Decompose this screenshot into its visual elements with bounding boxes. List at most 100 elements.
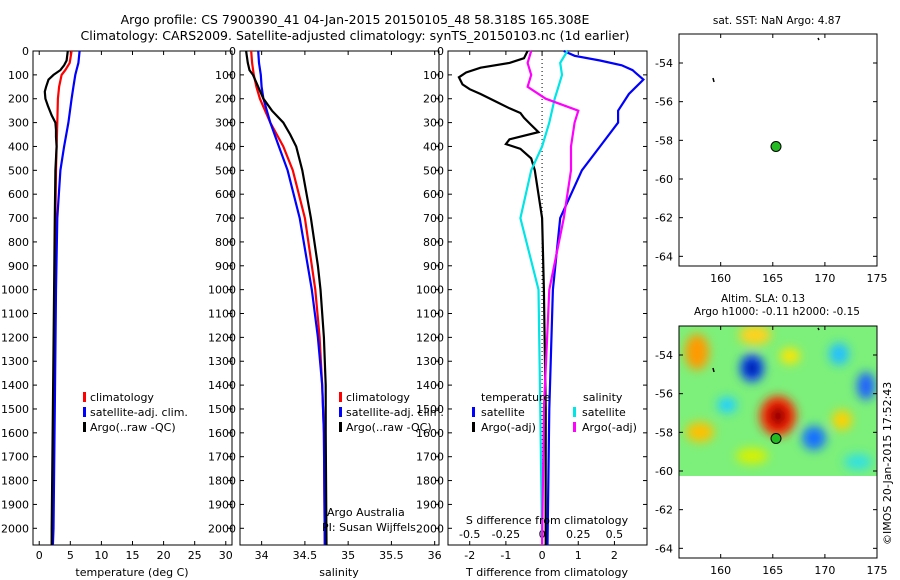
series-line-t-satellite (546, 49, 646, 546)
legend-swatch-argo (83, 422, 86, 432)
x-tick-label: 160 (710, 272, 731, 285)
y-tick-label: 600 (423, 188, 444, 201)
y-tick-label: 1000 (1, 284, 29, 297)
y-tick-label: 1100 (416, 308, 444, 321)
x-tick-label: 34 (255, 549, 269, 562)
sla-map-title: Altim. SLA: 0.13 (721, 293, 805, 305)
x-tick-label: -1 (500, 549, 511, 562)
legend-label: Argo(..raw -QC) (346, 421, 432, 434)
y-tick-label: 900 (423, 260, 444, 273)
y-tick-label: 200 (423, 93, 444, 106)
y-tick-label: 800 (215, 236, 236, 249)
y-tick-label: 400 (215, 140, 236, 153)
y-tick-label: 2000 (1, 522, 29, 535)
y-tick-label: 1200 (1, 331, 29, 344)
y-tick-label: 700 (215, 212, 236, 225)
y-tick-label: 1900 (416, 498, 444, 511)
y-tick-label: 1700 (208, 451, 236, 464)
x2-tick-label: -0.25 (492, 528, 520, 541)
y-tick-label: 600 (215, 188, 236, 201)
y-tick-label: 1000 (416, 284, 444, 297)
temperature-legend: climatology satellite-adj. clim. Argo(..… (83, 391, 188, 434)
x2-tick-label: 0.5 (606, 528, 624, 541)
y-tick-label: 800 (8, 236, 29, 249)
y-tick-label: 800 (423, 236, 444, 249)
coastline-fragment (712, 327, 820, 373)
x-tick-label: 20 (157, 549, 171, 562)
sla-map-panel: Altim. SLA: 0.13 Argo h1000: -0.11 h2000… (655, 293, 887, 577)
difference-x2label: S difference from climatology (466, 514, 629, 527)
y-tick-label: 1700 (1, 451, 29, 464)
annotation-argo-australia: Argo Australia (327, 506, 405, 519)
x-tick-label: -2 (464, 549, 475, 562)
y-tick-label: 1500 (416, 403, 444, 416)
y-tick-label: 1400 (208, 379, 236, 392)
salinity-axes-box (239, 50, 440, 546)
y-tick-label: 0 (437, 45, 444, 58)
sst-map-title: sat. SST: NaN Argo: 4.87 (713, 15, 841, 27)
y-tick-label: -58 (655, 426, 673, 439)
y-tick-label: 500 (8, 164, 29, 177)
legend-swatch-argo (339, 422, 342, 432)
x-tick-label: 36 (428, 549, 442, 562)
y-tick-label: 1600 (1, 427, 29, 440)
header-line1: Argo profile: CS 7900390_41 04-Jan-2015 … (121, 12, 590, 27)
y-tick-label: 200 (8, 93, 29, 106)
x-tick-label: 1 (575, 549, 582, 562)
y-tick-label: 700 (8, 212, 29, 225)
y-tick-label: 1700 (416, 451, 444, 464)
y-tick-label: 300 (8, 117, 29, 130)
x-tick-label: 165 (762, 564, 783, 577)
difference-legend: temperature satellite Argo(-adj) salinit… (472, 391, 637, 434)
legend-swatch-climatology (339, 392, 342, 402)
legend-swatch-s-argo (573, 422, 576, 432)
y-tick-label: 1800 (1, 475, 29, 488)
legend-swatch-s-satellite (573, 407, 576, 417)
x-tick-label: 5 (67, 549, 74, 562)
series-line-argo-raw-qc (43, 50, 69, 545)
y-tick-label: 1800 (416, 475, 444, 488)
credit-text: ©IMOS 20-Jan-2015 17:52:43 (881, 382, 894, 545)
sst-map-box (678, 33, 878, 267)
legend-label: climatology (90, 391, 154, 404)
annotation-pi: PI: Susan Wijffels (322, 521, 416, 534)
x-tick-label: 10 (94, 549, 108, 562)
y-tick-label: 1300 (1, 355, 29, 368)
legend-swatch-t-argo (472, 422, 475, 432)
x-tick-label: 15 (126, 549, 140, 562)
difference-panel: 0100200300400500600700800900100011001200… (416, 45, 648, 579)
x-tick-label: 175 (867, 564, 888, 577)
y-tick-label: 100 (8, 69, 29, 82)
y-tick-label: 1300 (208, 355, 236, 368)
legend-label: satellite (582, 406, 626, 419)
y-tick-label: 1100 (208, 308, 236, 321)
x-tick-label: 160 (710, 564, 731, 577)
y-tick-label: 1600 (208, 427, 236, 440)
x-tick-label: 2 (611, 549, 618, 562)
y-tick-label: 600 (8, 188, 29, 201)
y-tick-label: -60 (655, 465, 673, 478)
y-tick-label: -64 (655, 542, 673, 555)
legend-label: Argo(-adj) (582, 421, 637, 434)
header-line2: Climatology: CARS2009. Satellite-adjuste… (81, 28, 630, 43)
y-tick-label: 2000 (208, 522, 236, 535)
series-line-s-argo-adj (526, 50, 580, 546)
y-tick-label: 300 (423, 117, 444, 130)
y-tick-label: 700 (423, 212, 444, 225)
legend-label: Argo(..raw -QC) (90, 421, 176, 434)
series-line-t-argo-adj (457, 50, 547, 545)
x-tick-label: 34.5 (293, 549, 318, 562)
y-tick-label: 2000 (416, 522, 444, 535)
temperature-axes-box (32, 50, 233, 546)
x-tick-label: 170 (814, 564, 835, 577)
y-tick-label: 1100 (1, 308, 29, 321)
legend-label: satellite-adj. clim. (90, 406, 188, 419)
y-tick-label: 0 (22, 45, 29, 58)
x-tick-label: 175 (867, 272, 888, 285)
salinity-panel: 0100200300400500600700800900100011001200… (208, 45, 444, 579)
legend-title-salinity: salinity (583, 391, 623, 404)
difference-xlabel: T difference from climatology (465, 566, 628, 579)
y-tick-label: -64 (655, 250, 673, 263)
x2-tick-label: -0.5 (459, 528, 480, 541)
